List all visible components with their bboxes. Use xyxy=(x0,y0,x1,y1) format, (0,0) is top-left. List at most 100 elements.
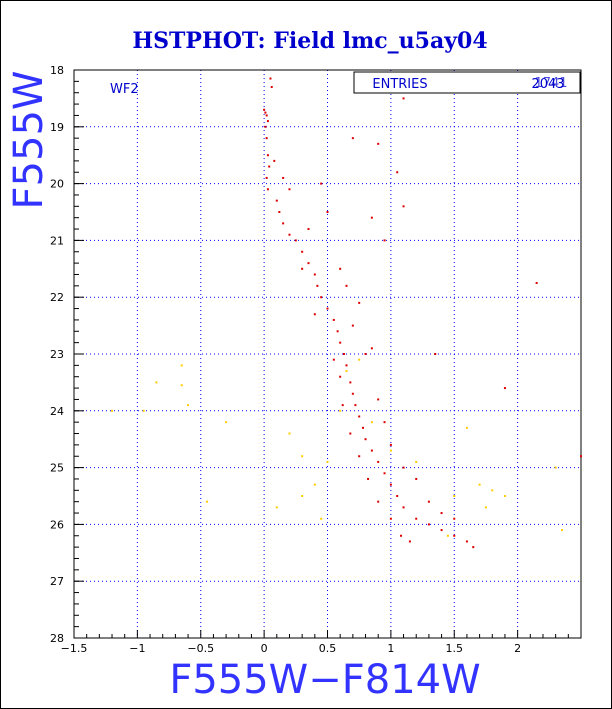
data-point xyxy=(383,239,386,242)
data-point xyxy=(266,120,269,123)
data-point xyxy=(339,375,342,378)
data-point xyxy=(326,307,329,310)
data-point xyxy=(408,540,411,543)
data-point xyxy=(142,409,145,412)
data-point xyxy=(389,443,392,446)
data-point xyxy=(351,324,354,327)
data-point xyxy=(225,421,228,424)
data-point xyxy=(341,404,344,407)
data-point xyxy=(278,211,281,213)
data-point xyxy=(265,176,268,179)
chip-annotation: WF2 xyxy=(110,82,139,97)
data-point xyxy=(326,460,329,463)
data-point xyxy=(370,449,373,452)
y-tick-label: 22 xyxy=(50,291,64,304)
stats-label: ENTRIES xyxy=(372,77,427,92)
data-point xyxy=(342,353,345,355)
data-point xyxy=(367,477,370,480)
data-point xyxy=(268,165,271,168)
data-point xyxy=(351,137,354,140)
data-point xyxy=(301,455,304,458)
data-point xyxy=(389,449,392,452)
data-point xyxy=(396,495,399,497)
x-axis-ticks: −1.5 −1 −0.5 0 0.5 1 1.5 2 xyxy=(61,630,569,655)
x-axis-label: F555W−F814W xyxy=(169,657,480,703)
y-tick-label: 23 xyxy=(50,348,64,361)
data-point xyxy=(187,404,190,407)
data-point xyxy=(427,523,430,526)
data-point xyxy=(282,176,285,179)
data-point xyxy=(301,267,304,270)
data-point xyxy=(484,506,487,509)
data-point xyxy=(440,512,443,515)
data-point xyxy=(326,211,329,213)
x-tick-label: −1 xyxy=(129,642,145,655)
x-tick-label: 2 xyxy=(514,642,521,655)
data-point xyxy=(453,517,456,520)
data-point xyxy=(465,540,468,543)
data-point xyxy=(288,233,291,236)
data-point xyxy=(370,216,373,219)
data-point xyxy=(307,262,310,265)
stats-value-a: 2043 xyxy=(531,77,564,92)
data-point xyxy=(275,199,278,202)
data-point xyxy=(332,318,335,321)
data-point xyxy=(265,137,268,140)
data-point xyxy=(180,384,183,387)
data-point xyxy=(503,495,506,497)
y-tick-label: 21 xyxy=(50,234,64,247)
data-point xyxy=(383,472,386,475)
data-point xyxy=(307,228,310,231)
data-point xyxy=(358,358,361,361)
y-tick-label: 25 xyxy=(50,462,64,475)
data-point xyxy=(349,381,352,384)
data-point xyxy=(400,534,403,537)
data-point xyxy=(316,284,319,287)
data-point xyxy=(206,500,209,503)
data-point xyxy=(320,182,323,185)
data-point xyxy=(402,506,405,509)
chart-title: HSTPHOT: Field lmc_u5ay04 xyxy=(132,28,487,54)
data-point xyxy=(358,415,361,418)
data-point xyxy=(580,455,582,458)
grid-lines xyxy=(74,70,581,638)
data-point xyxy=(446,534,449,537)
data-point xyxy=(554,466,557,469)
data-point xyxy=(263,108,266,111)
data-point xyxy=(351,392,354,395)
data-point xyxy=(415,517,418,520)
data-point xyxy=(270,86,273,89)
data-point xyxy=(336,330,339,333)
data-point xyxy=(377,142,380,145)
data-point xyxy=(402,466,405,469)
data-point xyxy=(288,432,291,435)
data-point xyxy=(265,114,268,117)
data-point xyxy=(266,154,269,157)
data-point xyxy=(313,273,316,276)
x-tick-label: 1 xyxy=(387,642,394,655)
y-tick-label: 28 xyxy=(50,632,64,645)
y-axis-ticks: 18 19 20 21 22 23 24 25 26 27 28 xyxy=(50,64,84,645)
data-point xyxy=(402,205,405,208)
x-tick-label: 0.5 xyxy=(319,642,337,655)
series-red-points xyxy=(263,77,582,549)
y-tick-label: 20 xyxy=(50,178,64,191)
data-point xyxy=(560,529,563,532)
data-point xyxy=(339,409,342,412)
data-point xyxy=(364,353,367,355)
data-point xyxy=(364,438,367,441)
data-point xyxy=(332,358,335,361)
data-point xyxy=(377,500,380,503)
data-point xyxy=(440,529,443,532)
data-point xyxy=(339,267,342,270)
data-point xyxy=(427,500,430,503)
data-point xyxy=(453,534,456,537)
data-point xyxy=(345,370,348,373)
x-tick-label: 1.5 xyxy=(446,642,464,655)
data-point xyxy=(273,159,276,162)
data-point xyxy=(377,398,380,401)
data-point xyxy=(111,409,114,412)
data-point xyxy=(361,426,364,429)
series-yellow-points xyxy=(111,358,563,537)
data-point xyxy=(349,432,352,435)
